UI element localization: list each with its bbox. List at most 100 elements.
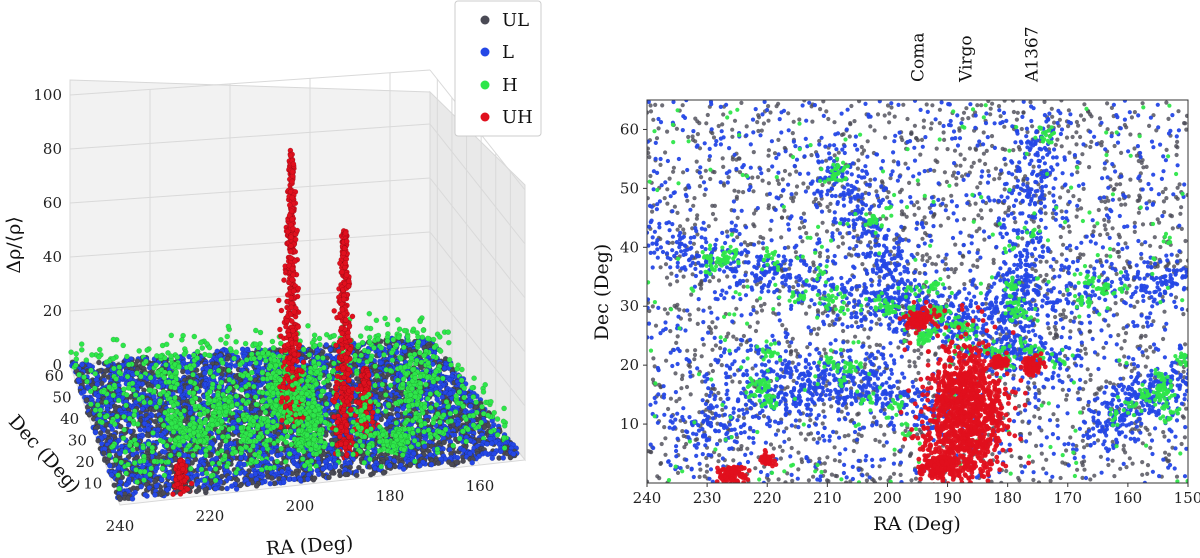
scatter3d-point-h bbox=[123, 392, 130, 398]
scatter3d-point-l bbox=[92, 429, 99, 436]
scatter3d-point-h bbox=[400, 376, 407, 382]
scatter3d-point-h bbox=[257, 329, 264, 336]
scatter3d-point-h bbox=[415, 333, 421, 340]
scatter3d-point-h bbox=[226, 376, 233, 383]
scatter3d-point-uh bbox=[286, 202, 293, 208]
scatter3d-point-h bbox=[461, 394, 467, 401]
scatter3d-point-h bbox=[73, 362, 79, 369]
scatter3d-point-h bbox=[197, 339, 204, 346]
scatter3d-point-h bbox=[83, 357, 90, 363]
scatter3d-point-h bbox=[317, 341, 323, 348]
scatter3d-point-h bbox=[209, 381, 216, 388]
scatter3d-point-h bbox=[425, 335, 431, 342]
scatter3d-point-h bbox=[240, 373, 246, 379]
scatter3d-point-h bbox=[384, 338, 391, 344]
scatter3d-point-h bbox=[147, 374, 154, 381]
scatter3d-point-h bbox=[273, 402, 279, 409]
grid-line bbox=[69, 123, 431, 150]
scatter3d-point-h bbox=[199, 345, 206, 351]
scatter3d-point-h bbox=[436, 334, 443, 340]
scatter3d-point-uh bbox=[288, 234, 294, 240]
scatter3d-point-h bbox=[291, 423, 297, 430]
scatter3d-point-h bbox=[211, 397, 218, 404]
scatter3d-point-h bbox=[92, 407, 99, 413]
grid-line bbox=[429, 177, 526, 299]
grid-line bbox=[69, 231, 431, 258]
scatter3d-point-h bbox=[131, 412, 137, 418]
scatter3d-point-h bbox=[84, 378, 90, 385]
scatter3d-point-h bbox=[187, 378, 194, 385]
scatter3d-point-h bbox=[430, 353, 437, 360]
scatter3d-point-l bbox=[420, 340, 426, 346]
scatter3d-point-h bbox=[123, 402, 129, 409]
scatter3d-point-l bbox=[201, 370, 208, 376]
scatter3d-point-h bbox=[469, 384, 475, 391]
scatter3d-point-l bbox=[137, 426, 143, 433]
scatter3d-point-uh bbox=[289, 178, 295, 185]
scatter3d-point-h bbox=[88, 367, 94, 374]
scatter3d-point-h bbox=[367, 356, 374, 363]
scatter3d-point-h bbox=[299, 377, 305, 384]
scatter3d-point-h bbox=[242, 383, 249, 390]
panel-3d-points bbox=[68, 147, 520, 503]
scatter3d-point-uh bbox=[289, 365, 296, 371]
scatter3d-point-uh bbox=[277, 326, 283, 333]
scatter3d-point-uh bbox=[287, 152, 294, 159]
scatter3d-point-uh bbox=[289, 276, 295, 283]
scatter3d-point-h bbox=[163, 341, 170, 348]
scatter3d-point-uh bbox=[283, 323, 289, 330]
scatter3d-point-h bbox=[423, 381, 429, 388]
scatter3d-point-h bbox=[79, 346, 85, 353]
scatter3d-point-h bbox=[387, 367, 394, 374]
scatter3d-point-h bbox=[161, 369, 168, 376]
scatter3d-point-h bbox=[210, 403, 217, 410]
scatter3d-point-h bbox=[395, 316, 401, 323]
scatter3d-point-h bbox=[445, 339, 452, 346]
scatter3d-point-h bbox=[263, 357, 269, 364]
scatter3d-point-h bbox=[243, 356, 250, 363]
scatter3d-point-h bbox=[116, 369, 122, 376]
scatter3d-point-h bbox=[238, 405, 244, 411]
scatter3d-point-h bbox=[97, 346, 103, 353]
scatter3d-point-h bbox=[373, 317, 380, 324]
scatter3d-point-h bbox=[181, 351, 188, 358]
scatter3d-point-uh bbox=[280, 384, 287, 390]
scatter3d-point-h bbox=[215, 392, 221, 399]
scatter3d-point-l bbox=[185, 384, 191, 391]
scatter3d-point-h bbox=[143, 358, 149, 365]
scatter3d-point-h bbox=[102, 413, 109, 420]
scatter3d-point-uh bbox=[275, 297, 282, 304]
scatter3d-point-h bbox=[176, 364, 182, 370]
scatter3d-point-h bbox=[116, 364, 123, 370]
scatter3d-point-h bbox=[400, 344, 407, 351]
scatter3d-point-uh bbox=[284, 366, 291, 373]
scatter3d-point-h bbox=[388, 349, 395, 356]
scatter3d-point-h bbox=[223, 340, 229, 347]
scatter3d-point-h bbox=[225, 367, 232, 374]
scatter3d-point-h bbox=[224, 333, 230, 340]
scatter3d-point-h bbox=[233, 338, 239, 345]
scatter3d-point-h bbox=[256, 354, 263, 361]
scatter3d-point-h bbox=[252, 327, 259, 334]
scatter3d-point-h bbox=[482, 381, 489, 388]
scatter3d-point-h bbox=[366, 310, 373, 317]
scatter3d-point-h bbox=[106, 384, 112, 390]
scatter3d-point-h bbox=[189, 415, 196, 422]
scatter3d-point-h bbox=[78, 341, 85, 347]
scatter3d-point-h bbox=[134, 421, 141, 427]
scatter3d-point-h bbox=[92, 385, 98, 392]
scatter3d-point-l bbox=[374, 415, 380, 421]
scatter3d-point-h bbox=[110, 336, 117, 343]
scatter3d-point-h bbox=[136, 348, 142, 354]
scatter3d-point-h bbox=[204, 426, 211, 433]
scatter3d-point-ul bbox=[86, 411, 93, 418]
scatter3d-point-ul bbox=[179, 368, 186, 375]
scatter3d-point-h bbox=[194, 355, 200, 361]
scatter3d-point-h bbox=[365, 348, 372, 355]
scatter3d-point-h bbox=[207, 369, 213, 376]
scatter3d-point-h bbox=[404, 333, 411, 340]
scatter3d-point-h bbox=[329, 368, 336, 375]
scatter3d-point-h bbox=[260, 375, 266, 382]
scatter3d-point-h bbox=[174, 354, 181, 361]
